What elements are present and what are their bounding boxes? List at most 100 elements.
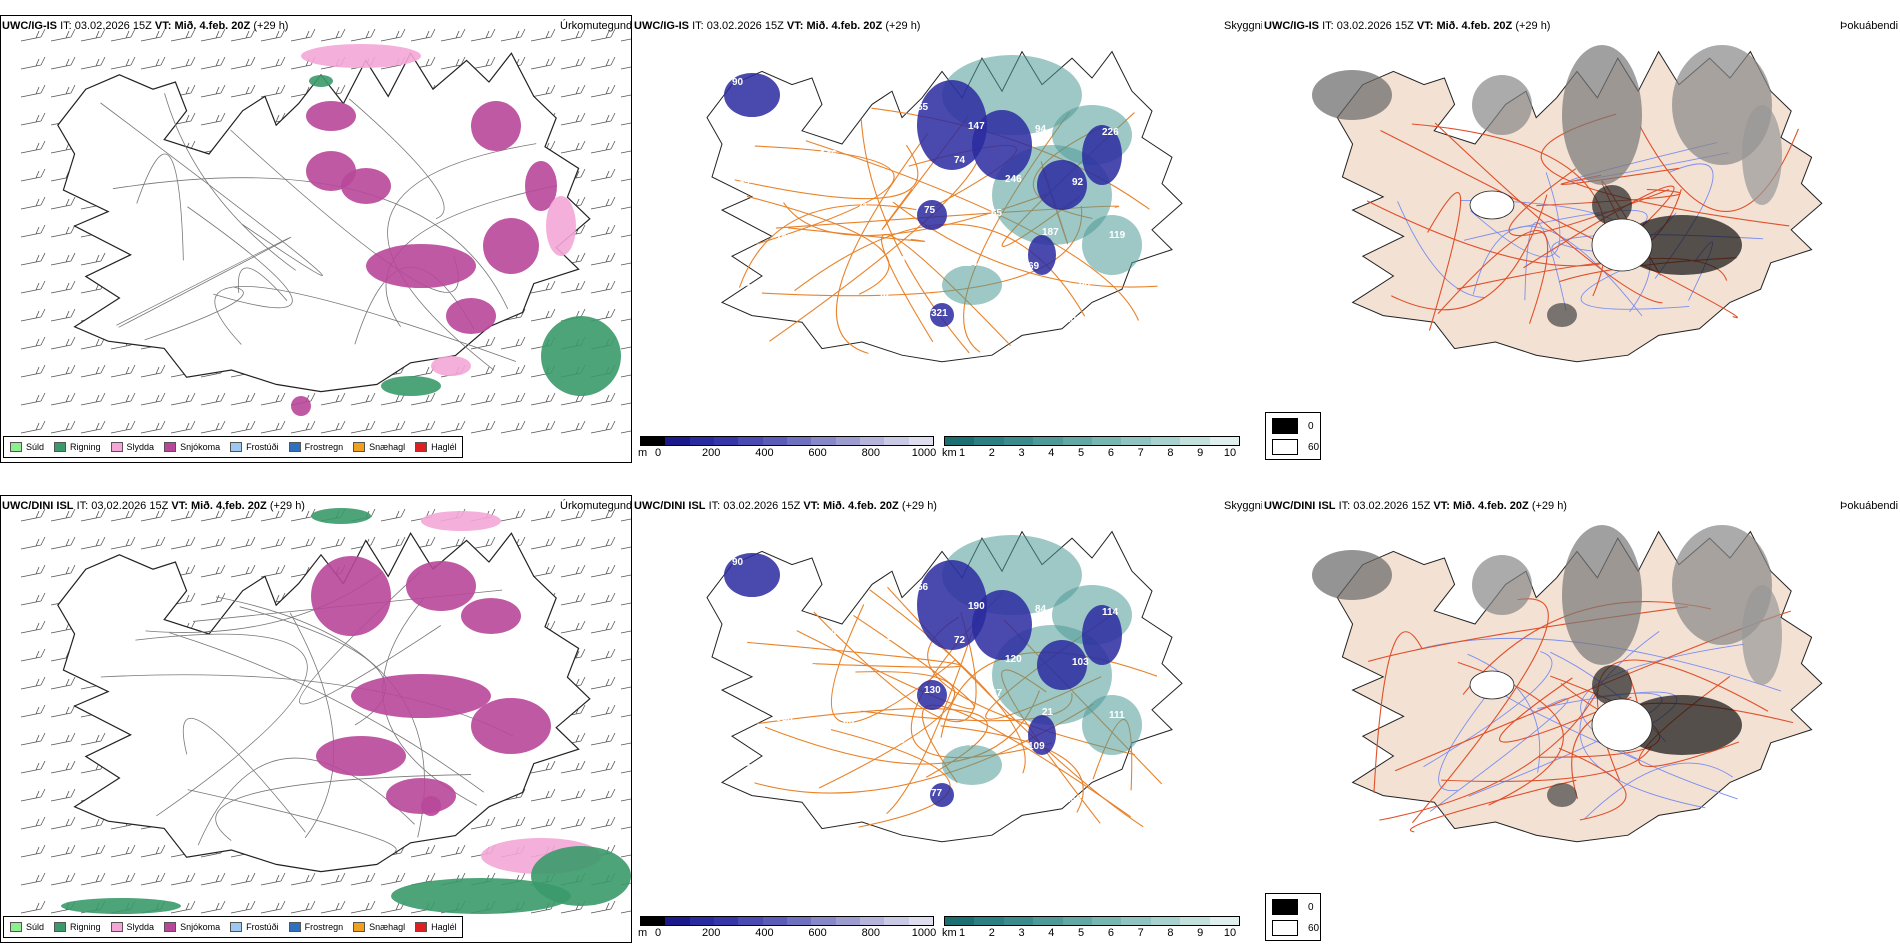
colorbar-tick-label: 4 — [1048, 927, 1055, 939]
wind-barb — [50, 732, 76, 746]
road-line — [747, 641, 962, 668]
wind-barb — [140, 392, 166, 406]
wind-barb — [20, 872, 46, 886]
road-line — [818, 671, 956, 789]
ceiling-value-label: 72 — [954, 635, 966, 646]
wind-barb — [200, 420, 226, 434]
precip-legend-item: Slydda — [110, 922, 154, 932]
fog-area — [1547, 303, 1577, 327]
river-line — [1429, 698, 1569, 812]
legend-label: Snæhagl — [369, 922, 406, 932]
road-line — [831, 604, 957, 724]
wind-barb — [200, 508, 226, 522]
fog-map-bottom — [1312, 525, 1823, 843]
wind-barb — [140, 56, 166, 70]
wind-barb — [470, 392, 496, 406]
ceiling-area — [1082, 125, 1122, 185]
wind-barb — [410, 392, 436, 406]
wind-barb — [590, 420, 616, 434]
sleet-area — [301, 44, 421, 68]
wind-barb — [350, 872, 376, 886]
colorbar-tick-label: 8 — [1167, 447, 1174, 459]
wind-barb — [590, 168, 616, 182]
snow-area — [471, 698, 551, 754]
colorbar-step — [762, 917, 787, 925]
wind-barb — [590, 112, 616, 126]
colorbar-step — [1033, 437, 1063, 445]
ceiling-value-label: 111 — [1109, 710, 1125, 721]
wind-barb — [530, 392, 556, 406]
ceiling-colorbar-bottom: 0 200 400 600 800 1000 m — [638, 916, 937, 940]
colorbar-tick-label: 400 — [755, 927, 774, 939]
wind-barb — [170, 56, 196, 70]
river-line — [1579, 631, 1706, 809]
road-line — [100, 102, 323, 276]
colorbar-step — [811, 917, 836, 925]
road-line — [813, 611, 977, 722]
wind-barb — [590, 760, 616, 774]
cloud-legend-label: 0 — [1308, 420, 1314, 432]
legend-label: Snjókoma — [180, 922, 221, 932]
colorbar-tick-label: 1 — [958, 447, 966, 459]
wind-barb — [410, 844, 436, 858]
wind-barb — [620, 798, 631, 802]
wind-barb — [200, 872, 226, 886]
ceiling-area — [917, 200, 947, 230]
cloud-panel-bottom: 90 65 51 66 52 56 72 67 109 263 114 35 953 74 207 33 130… — [632, 495, 1262, 943]
legend-swatch — [110, 442, 123, 452]
ceiling-area — [972, 590, 1032, 660]
road-line — [940, 725, 1084, 813]
sleet-area — [431, 356, 471, 376]
road-line — [187, 789, 397, 852]
colorbar-tick-label: 6 — [1107, 447, 1114, 459]
precip-legend-item: Haglél — [415, 922, 457, 932]
cloud-legend-swatch — [1272, 920, 1298, 936]
ceiling-value-label: 114 — [961, 258, 978, 269]
wind-barb — [620, 66, 631, 70]
ceiling-value-label: 61 — [790, 679, 802, 690]
colorbar-step — [738, 917, 763, 925]
wind-barb — [620, 630, 631, 634]
legend-swatch — [110, 922, 123, 932]
cloud-legend-row: 0 — [1272, 418, 1314, 434]
wind-barb — [620, 686, 631, 690]
wind-barb — [20, 732, 46, 746]
wind-barb — [230, 900, 256, 914]
ceiling-area — [1082, 605, 1122, 665]
wind-barb — [140, 28, 166, 42]
snow-area — [341, 168, 391, 204]
wind-barb — [590, 224, 616, 238]
ceiling-value-label: 88 — [806, 183, 818, 194]
wind-barb — [50, 536, 76, 550]
ceiling-value-label: 246 — [1005, 174, 1022, 185]
legend-label: Slydda — [126, 442, 155, 452]
cloud-legend-row: 60 — [1272, 920, 1319, 936]
ceiling-area — [724, 73, 780, 117]
road-line — [135, 633, 308, 817]
wind-barb — [50, 224, 76, 238]
road-line — [1380, 130, 1738, 319]
rain-area — [309, 75, 333, 87]
wind-barb — [260, 508, 286, 522]
colorbar-unit: km — [942, 927, 957, 939]
legend-label: Súld — [26, 922, 45, 932]
fog-area — [1547, 783, 1577, 807]
ceiling-value-label: 146 — [820, 149, 837, 160]
snow-area — [446, 298, 496, 334]
wind-barb — [20, 676, 46, 690]
ceiling-area — [972, 110, 1032, 180]
wind-barb — [620, 290, 631, 294]
wind-barb — [20, 900, 46, 914]
river-line — [1467, 653, 1541, 773]
wind-barb — [440, 56, 466, 70]
precip-legend-item: Frostúði — [230, 922, 279, 932]
wind-barb — [500, 420, 526, 434]
colorbar-unit: km — [942, 447, 957, 459]
colorbar-tick-label: 800 — [861, 447, 880, 459]
wind-barb — [470, 816, 496, 830]
colorbar-tick-label: 1000 — [911, 927, 937, 939]
wind-barb — [230, 536, 256, 550]
ceiling-value-label: 321 — [931, 308, 948, 319]
wind-barb — [50, 252, 76, 266]
wind-barb — [20, 564, 46, 578]
